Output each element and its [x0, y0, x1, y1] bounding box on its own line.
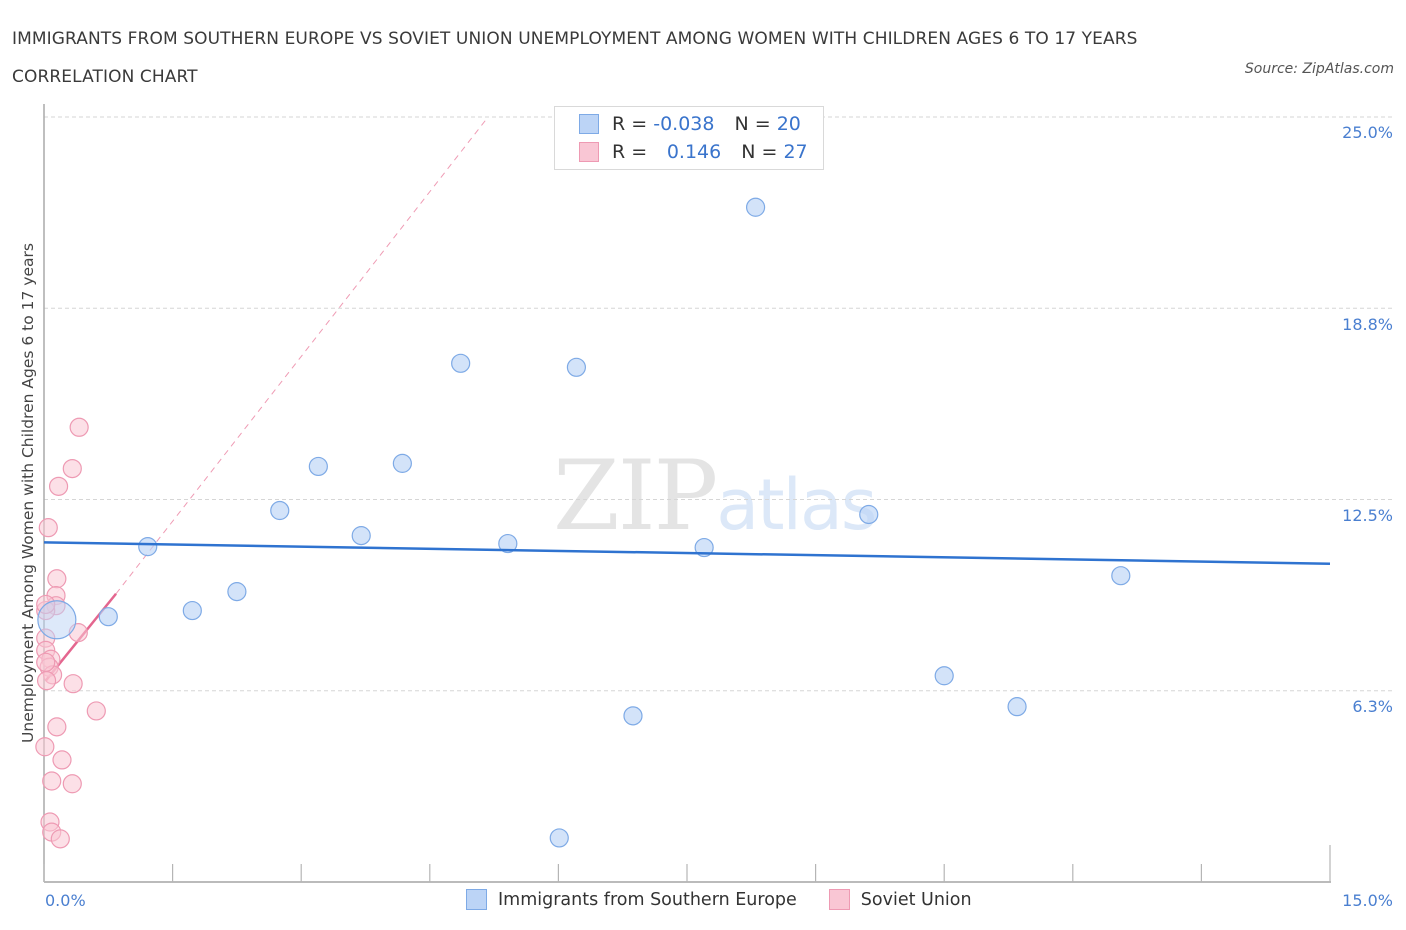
data-point: [392, 453, 412, 473]
y-tick-18-8: 18.8%: [1342, 315, 1393, 334]
n-label: N =: [734, 113, 771, 135]
y-tick-25: 25.0%: [1342, 123, 1393, 142]
x-tick-min: 0.0%: [45, 891, 86, 910]
legend-label: Soviet Union: [860, 889, 972, 910]
trend-line: [43, 541, 1331, 566]
series-legend: Immigrants from Southern Europe Soviet U…: [466, 889, 1004, 910]
data-point: [52, 750, 72, 770]
data-point: [1007, 697, 1027, 717]
data-point: [1111, 566, 1131, 586]
data-point: [42, 771, 62, 791]
southern-europe-points: [37, 197, 1131, 848]
trend-extension: [115, 116, 489, 595]
pink-swatch-icon: [828, 889, 850, 910]
data-point: [498, 533, 518, 554]
r-value: 0.146: [666, 141, 722, 163]
watermark-zip: ZIP: [553, 440, 718, 552]
legend-item-southern-europe[interactable]: Immigrants from Southern Europe: [466, 889, 797, 910]
data-point: [270, 500, 290, 521]
legend-item-soviet-union[interactable]: Soviet Union: [828, 889, 972, 910]
gridlines: [44, 116, 1395, 692]
x-tick-max: 15.0%: [1342, 891, 1393, 910]
data-point: [182, 600, 202, 621]
data-point: [69, 417, 89, 437]
data-point: [36, 671, 57, 691]
data-point: [50, 829, 70, 849]
data-point: [308, 456, 328, 477]
data-point: [63, 674, 83, 694]
data-point: [138, 537, 158, 557]
data-point: [745, 197, 766, 217]
pink-swatch-icon: [579, 142, 599, 162]
blue-swatch-icon: [579, 114, 599, 134]
y-tick-12-5: 12.5%: [1342, 506, 1393, 525]
chart-title: IMMIGRANTS FROM SOUTHERN EUROPE VS SOVIE…: [12, 29, 1138, 87]
data-point: [48, 476, 69, 496]
data-point: [36, 652, 56, 672]
source-label: Source: ZipAtlas.com: [1244, 61, 1394, 77]
n-label: N =: [741, 141, 778, 163]
data-point: [227, 582, 247, 602]
data-point: [47, 569, 67, 589]
r-label: R =: [612, 113, 648, 135]
data-point: [623, 706, 643, 726]
data-point: [35, 737, 55, 757]
axes: [43, 104, 1331, 883]
data-point: [38, 518, 58, 538]
soviet-union-trendline: [44, 116, 489, 682]
correlation-legend: R = -0.038 N = 20 R = 0.146 N = 27: [554, 106, 824, 170]
data-point: [351, 526, 371, 546]
data-point: [86, 701, 106, 721]
y-tick-6-3: 6.3%: [1352, 697, 1393, 716]
data-point: [62, 458, 82, 479]
blue-swatch-icon: [466, 889, 487, 910]
legend-row-southern-europe: R = -0.038 N = 20: [579, 111, 801, 137]
legend-row-soviet-union: R = 0.146 N = 27: [579, 139, 808, 165]
data-point: [62, 774, 82, 794]
y-axis-label: Unemployment Among Women with Children A…: [19, 243, 37, 743]
n-value: 20: [776, 113, 801, 135]
watermark-atlas: atlas: [716, 464, 877, 546]
data-point: [934, 666, 954, 686]
data-point: [549, 828, 569, 848]
data-point: [98, 607, 118, 627]
r-value: -0.038: [653, 113, 715, 135]
data-point: [859, 504, 879, 525]
data-point: [566, 357, 587, 377]
data-point: [47, 717, 67, 737]
legend-label: Immigrants from Southern Europe: [498, 889, 797, 910]
data-point: [451, 353, 471, 373]
southern-europe-trendline: [43, 541, 1331, 566]
n-value: 27: [783, 141, 808, 163]
r-label: R =: [612, 141, 648, 163]
data-point: [37, 600, 77, 640]
watermark: ZIPatlas: [553, 440, 877, 552]
